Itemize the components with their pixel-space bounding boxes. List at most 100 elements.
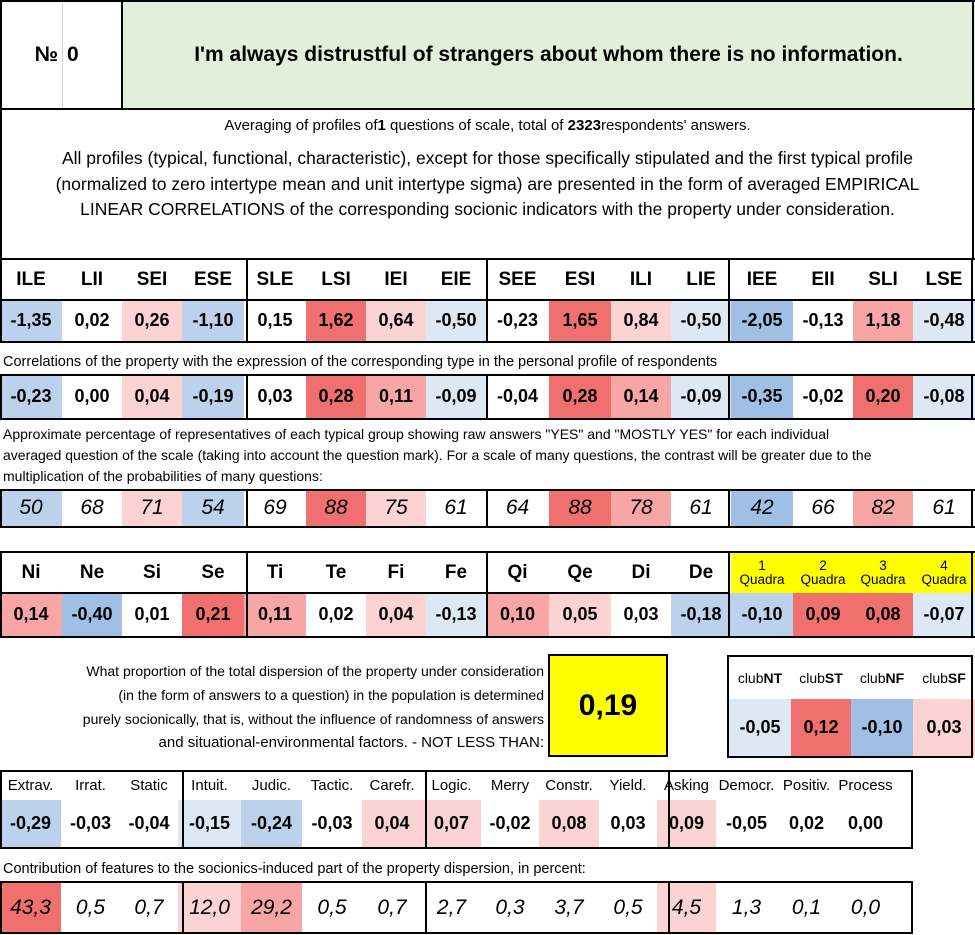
type-normalized-1: 0,02: [62, 300, 122, 341]
type-header-14: SLI: [868, 268, 898, 290]
function-header-6: Fi: [387, 562, 405, 583]
feature-header-10: Yield.: [609, 777, 647, 794]
feature-contribution-5: 0,5: [302, 883, 362, 932]
feature-contribution-2: 0,7: [120, 883, 178, 932]
feature-value-1: -0,03: [61, 800, 120, 847]
grid-vline: [182, 881, 184, 933]
type-normalized-10: 0,84: [611, 300, 671, 341]
type-normalized-9: 1,65: [549, 300, 611, 341]
type-header-15: LSE: [925, 268, 963, 290]
club-value-3: 0,03: [913, 699, 975, 756]
type-correlation-8: -0,04: [486, 375, 549, 418]
type-header-3: ESE: [193, 268, 233, 290]
grid-vline: [668, 770, 670, 848]
type-percentage-4: 69: [244, 490, 306, 526]
grid-vline: [0, 551, 2, 637]
feature-value-7: 0,07: [422, 800, 481, 847]
type-correlation-9: 0,28: [549, 375, 611, 418]
function-header-0: Ni: [21, 562, 41, 583]
type-header-5: LSI: [321, 268, 351, 290]
grid-vline: [246, 551, 248, 637]
type-header-1: LII: [80, 268, 104, 290]
type-correlation-1: 0,00: [62, 375, 122, 418]
grid-hline: [0, 0, 975, 2]
type-percentage-9: 88: [549, 490, 611, 526]
grid-vline: [425, 770, 427, 848]
type-normalized-11: -0,50: [671, 300, 731, 341]
type-normalized-2: 0,26: [122, 300, 182, 341]
feature-header-1: Irrat.: [75, 777, 106, 794]
feature-contribution-1: 0,5: [61, 883, 120, 932]
type-percentage-10: 78: [611, 490, 671, 526]
grid-hline: [0, 592, 728, 594]
club-header-0: club NT: [737, 669, 783, 686]
title-number-cell: №: [0, 0, 62, 109]
grid-vline: [911, 881, 913, 933]
grid-vline: [0, 0, 2, 110]
grid-vline: [971, 655, 973, 757]
function-value-1: -0,40: [62, 593, 122, 636]
question-count: 1: [377, 116, 386, 134]
type-normalized-3: -1,10: [182, 300, 244, 341]
type-header-13: EII: [811, 268, 835, 290]
club-value-0: -0,05: [729, 699, 791, 756]
feature-contribution-14: 0,0: [836, 883, 895, 932]
grid-hline: [0, 341, 975, 343]
grid-hline: [727, 756, 973, 758]
grid-vline: [246, 489, 248, 527]
grid-vline: [728, 489, 730, 527]
features-contributions-row: 43,3 0,5 0,7 12,0 29,2 0,5 0,7 2,7 0,3 3,7 0,5 4,5 1…: [0, 883, 895, 932]
feature-contribution-4: 29,2: [241, 883, 302, 932]
grid-vline: [0, 258, 2, 342]
quadra-header-2: 3 Quadra: [853, 553, 913, 593]
type-percentage-5: 88: [306, 490, 366, 526]
type-correlation-10: 0,14: [611, 375, 671, 418]
functions-values-row: 0,14 -0,40 0,01 0,21 0,11 0,02 0,04 -0,13 0,10 0,…: [0, 593, 975, 636]
grid-vline: [728, 374, 730, 419]
clubs-header-row: club NT club ST club NF club SF: [729, 656, 975, 699]
summary-line: Averaging of profiles of 1 questions of …: [224, 116, 751, 134]
correlations-note: Correlations of the property with the ex…: [3, 354, 718, 370]
feature-value-9: 0,08: [539, 800, 599, 847]
dispersion-value-box: 0,19: [548, 654, 668, 757]
grid-vline: [0, 770, 2, 848]
features-values-row: -0,29 -0,03 -0,04 -0,15 -0,24 -0,03 0,04 0,07 -0…: [0, 800, 895, 847]
function-header-4: Ti: [266, 562, 284, 583]
function-value-5: 0,02: [306, 593, 366, 636]
types-normalized-row: -1,35 0,02 0,26 -1,10 0,15 1,62 0,64 -0,50 -0,23…: [0, 300, 975, 341]
type-header-9: ESI: [564, 268, 596, 290]
quadra-header-1: 2 Quadra: [793, 553, 853, 593]
feature-header-7: Logic.: [431, 777, 472, 794]
feature-contribution-13: 0,1: [777, 883, 836, 932]
feature-value-3: -0,15: [178, 800, 241, 847]
grid-vline: [246, 258, 248, 342]
grid-vline: [0, 881, 2, 933]
club-value-2: -0,10: [851, 699, 913, 756]
function-header-9: Qe: [567, 562, 593, 583]
feature-header-13: Positiv.: [782, 777, 831, 794]
grid-hline: [0, 418, 975, 420]
grid-vline: [971, 551, 973, 637]
type-header-0: ILE: [16, 268, 46, 290]
grid-vline: [486, 374, 488, 419]
grid-vline: [0, 374, 2, 419]
type-correlation-12: -0,35: [731, 375, 793, 418]
type-percentage-8: 64: [486, 490, 549, 526]
grid-hline: [0, 636, 975, 638]
grid-vline: [971, 489, 973, 527]
function-header-3: Se: [201, 562, 225, 583]
feature-value-10: 0,03: [599, 800, 657, 847]
type-correlation-3: -0,19: [182, 375, 244, 418]
grid-vline: [486, 551, 488, 637]
feature-contribution-10: 0,5: [599, 883, 657, 932]
quadra-value-3: -0,07: [913, 593, 975, 636]
feature-contribution-3: 12,0: [178, 883, 241, 932]
function-value-10: 0,03: [611, 593, 671, 636]
type-percentage-15: 61: [913, 490, 975, 526]
function-header-10: Di: [631, 562, 651, 583]
type-normalized-15: -0,48: [913, 300, 975, 341]
feature-value-12: -0,05: [716, 800, 777, 847]
percentages-note: Approximate percentage of representative…: [3, 426, 872, 484]
type-percentage-3: 54: [182, 490, 244, 526]
feature-header-14: Process: [838, 777, 893, 794]
